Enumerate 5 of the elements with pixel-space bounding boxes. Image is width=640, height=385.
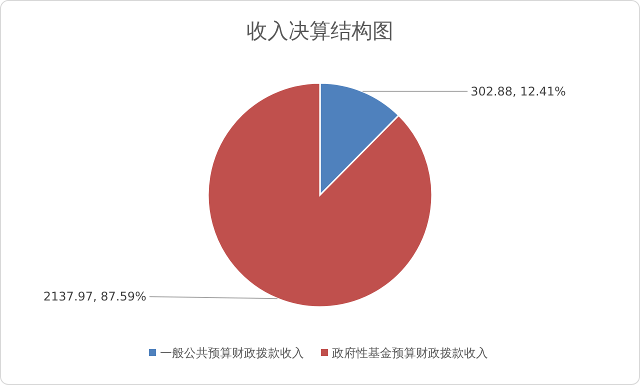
chart-title: 收入决算结构图 — [246, 19, 394, 43]
legend-label: 一般公共预算财政拨款收入 — [160, 346, 304, 360]
data-label: 2137.97, 87.59% — [43, 290, 146, 304]
data-label: 302.88, 12.41% — [470, 84, 566, 98]
legend-label: 政府性基金预算财政拨款收入 — [332, 346, 488, 360]
